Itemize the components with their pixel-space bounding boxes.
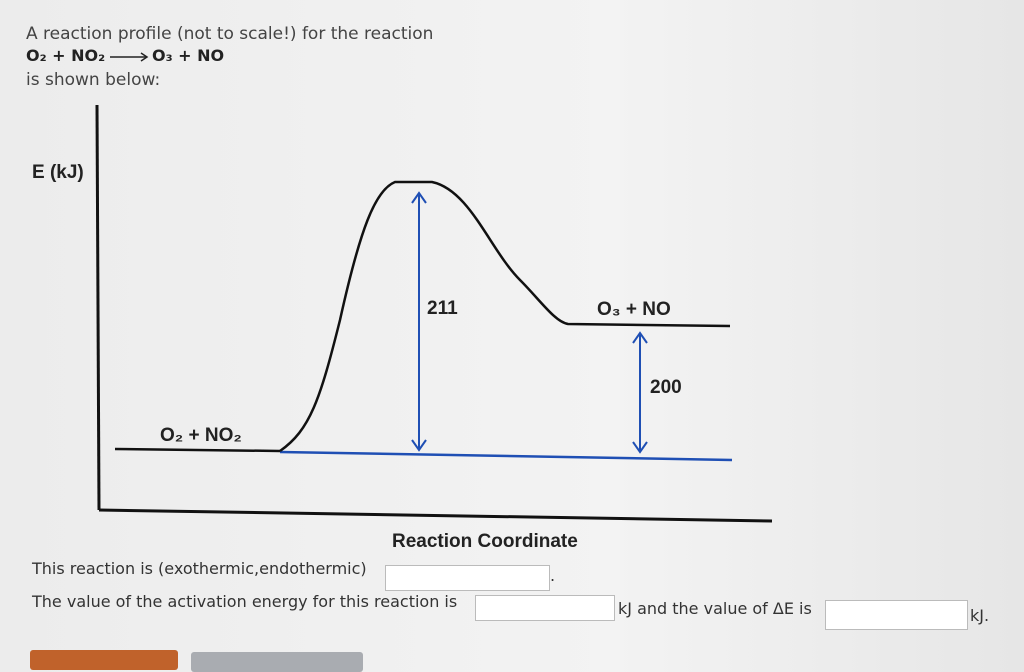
submit-button[interactable] xyxy=(30,650,178,670)
reaction-arrow-head xyxy=(140,52,149,62)
question-text: This reaction is (exothermic,endothermic… xyxy=(32,559,367,578)
question-text: . xyxy=(550,566,556,585)
activation-arrow-heads xyxy=(411,191,427,452)
reactant-level xyxy=(114,447,281,453)
products: O₃ + NO xyxy=(152,46,225,65)
x-axis xyxy=(98,508,773,523)
reactant-label: O₂ + NO₂ xyxy=(160,425,242,446)
intro-text: A reaction profile (not to scale!) for t… xyxy=(26,24,434,44)
intro-text: is shown below: xyxy=(26,70,161,90)
product-label: O₃ + NO xyxy=(597,299,671,320)
answer-input[interactable] xyxy=(825,600,968,630)
delta-arrow-heads xyxy=(632,331,648,454)
answer-input[interactable] xyxy=(385,565,550,591)
question-text: The value of the activation energy for t… xyxy=(32,592,458,611)
x-axis-label: Reaction Coordinate xyxy=(392,531,578,552)
question-text: kJ. xyxy=(970,606,990,625)
delta-label: 200 xyxy=(650,377,682,398)
activation-label: 211 xyxy=(427,298,458,319)
secondary-button[interactable] xyxy=(191,652,363,672)
y-axis xyxy=(95,104,101,511)
reactants: O₂ + NO₂ xyxy=(26,46,106,65)
answer-input[interactable] xyxy=(475,595,615,621)
y-axis-label: E (kJ) xyxy=(32,162,84,183)
baseline xyxy=(279,450,733,462)
question-text: kJ and the value of ΔE is xyxy=(618,599,812,618)
energy-curve xyxy=(279,180,731,453)
